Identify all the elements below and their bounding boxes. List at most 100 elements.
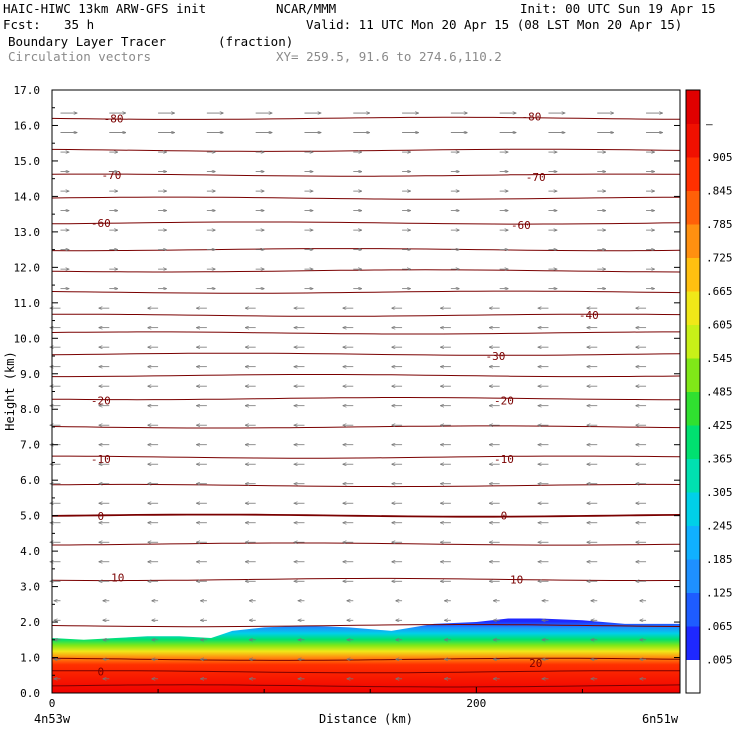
colorbar-swatch: [686, 626, 700, 660]
y-tick-label: 14.0: [14, 190, 41, 203]
contour-label: -20: [494, 394, 514, 407]
colorbar-swatch: [686, 659, 700, 694]
valid-time: Valid: 11 UTC Mon 20 Apr 15 (08 LST Mon …: [306, 17, 683, 32]
contour-label: -70: [526, 171, 546, 184]
x-tick-label: 200: [466, 697, 486, 710]
contour-label: 0: [501, 510, 508, 523]
contour-line: [52, 455, 681, 459]
y-tick-label: 1.0: [20, 652, 40, 665]
x-right-endpoint: 6n51w: [642, 712, 679, 726]
colorbar-label: .065: [706, 620, 733, 633]
colorbar-label: .605: [706, 319, 733, 332]
contour-line: [51, 670, 681, 674]
colorbar-label: .905: [706, 151, 733, 164]
org-label: NCAR/MMM: [276, 1, 337, 16]
contour-line: [51, 269, 681, 273]
colorbar-label: –: [706, 118, 713, 131]
colorbar-label: .425: [706, 419, 733, 432]
contour-line: [51, 290, 681, 294]
contour-line: [51, 425, 681, 429]
contour-line: [51, 623, 681, 628]
y-tick-label: 5.0: [20, 510, 40, 523]
colorbar-swatch: [686, 157, 700, 191]
contour-line: [51, 331, 680, 335]
y-tick-label: 13.0: [14, 226, 41, 239]
model-title: HAIC-HIWC 13km ARW-GFS init: [3, 1, 207, 16]
contour-line: [51, 116, 681, 120]
colorbar-label: .485: [706, 386, 733, 399]
colorbar-label: .785: [706, 218, 733, 231]
contour-line: [52, 542, 681, 546]
y-tick-label: 8.0: [20, 403, 40, 416]
contour-label: 20: [529, 657, 542, 670]
y-tick-label: 0.0: [20, 687, 40, 700]
colorbar-label: .005: [706, 654, 733, 667]
init-time: Init: 00 UTC Sun 19 Apr 15: [520, 1, 716, 16]
tracer-fill-area: [52, 618, 680, 693]
y-tick-label: 9.0: [20, 368, 40, 381]
vectors-label: Circulation vectors: [8, 49, 151, 64]
contour-line: [51, 684, 681, 688]
colorbar-swatch: [686, 492, 700, 526]
x-tick-label: 0: [49, 697, 56, 710]
contour-label: -10: [494, 453, 514, 466]
contour-line: [51, 248, 681, 252]
colorbar-label: .665: [706, 285, 733, 298]
field-name: Boundary Layer Tracer: [8, 34, 167, 49]
contour-label: 0: [97, 666, 104, 679]
contour-line: [51, 173, 681, 177]
contour-label: -80: [104, 112, 124, 125]
y-axis-label: Height (km): [3, 351, 17, 430]
y-tick-label: 4.0: [20, 545, 40, 558]
contour-label: 10: [510, 573, 523, 586]
contour-label: -40: [579, 309, 599, 322]
y-tick-label: 2.0: [20, 616, 40, 629]
contour-label: -30: [485, 350, 505, 363]
xy-range: XY= 259.5, 91.6 to 274.6,110.2: [276, 49, 502, 64]
y-tick-label: 7.0: [20, 439, 40, 452]
forecast-hours: 35 h: [64, 17, 95, 32]
contour-label: 0: [97, 510, 104, 523]
colorbar-swatch: [686, 391, 700, 426]
contour-line: [51, 483, 681, 488]
y-tick-label: 11.0: [14, 297, 41, 310]
colorbar-label: .365: [706, 453, 733, 466]
colorbar-swatch: [686, 559, 700, 593]
colorbar-swatch: [686, 525, 700, 560]
colorbar-label: .725: [706, 252, 733, 265]
contour-label: 10: [111, 572, 124, 585]
colorbar-swatch: [686, 324, 700, 359]
contour-label: -60: [511, 219, 531, 232]
contour-line: [51, 397, 680, 401]
contour-line: [51, 148, 681, 152]
y-tick-label: 17.0: [14, 84, 41, 97]
contour-line: [52, 374, 681, 378]
x-left-endpoint: 4n53w: [34, 712, 71, 726]
contour-label: -80: [522, 111, 542, 124]
colorbar-label: .185: [706, 553, 733, 566]
y-tick-label: 12.0: [14, 261, 41, 274]
plot-frame: [51, 89, 681, 694]
contour-label: -60: [91, 217, 111, 230]
colorbar-swatch: [686, 190, 700, 225]
colorbar-swatch: [686, 358, 700, 392]
contour-line: [51, 196, 681, 200]
y-tick-label: 16.0: [14, 119, 41, 132]
colorbar-swatch: [686, 123, 700, 158]
colorbar-label: .125: [706, 587, 733, 600]
forecast-label: Fcst:: [3, 17, 41, 32]
colorbar-label: .245: [706, 520, 733, 533]
colorbar-swatch: [686, 592, 700, 627]
contour-line: [51, 577, 680, 582]
contour-label: -20: [91, 394, 111, 407]
colorbar-label: .305: [706, 486, 733, 499]
contour-label: -10: [91, 453, 111, 466]
y-tick-label: 6.0: [20, 474, 40, 487]
colorbar-swatch: [686, 458, 700, 493]
colorbar-label: .545: [706, 352, 733, 365]
colorbar-swatch: [686, 224, 700, 258]
field-units: (fraction): [218, 34, 294, 49]
x-axis-label: Distance (km): [319, 712, 413, 726]
contour-label: -70: [101, 169, 121, 182]
